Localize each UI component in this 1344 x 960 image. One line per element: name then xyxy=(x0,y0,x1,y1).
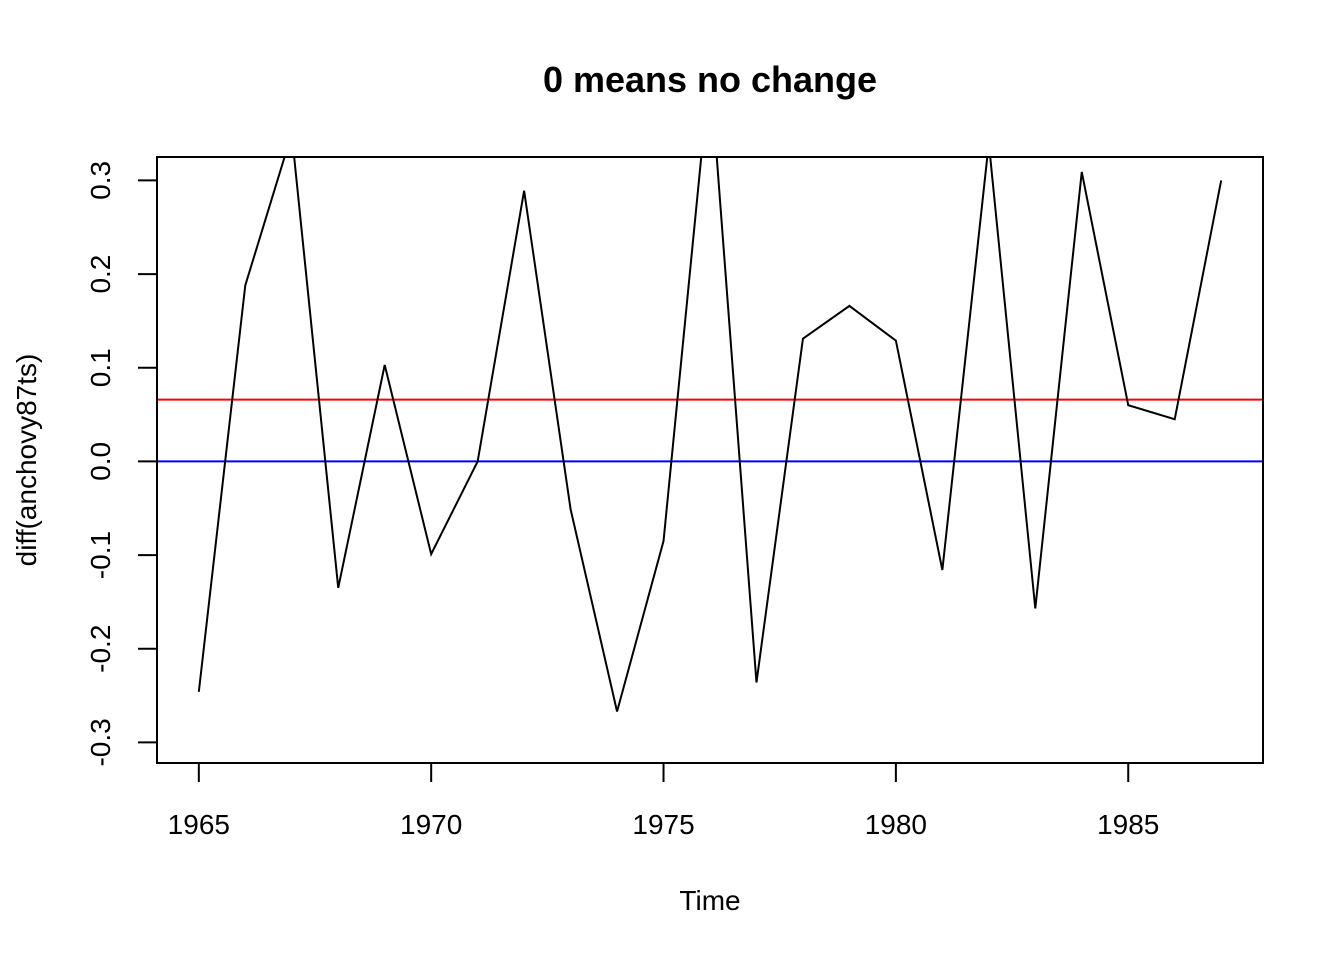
chart-title: 0 means no change xyxy=(543,59,877,100)
y-tick-label: -0.3 xyxy=(85,718,116,766)
x-axis-label: Time xyxy=(679,885,740,916)
y-axis-label: diff(anchovy87ts) xyxy=(11,354,42,567)
y-tick-label: 0.3 xyxy=(85,161,116,200)
x-tick-label: 1970 xyxy=(400,809,462,840)
y-tick-label: 0.0 xyxy=(85,442,116,481)
y-axis: -0.3 -0.2 -0.1 0.0 0.1 0.2 0.3 xyxy=(85,161,158,767)
y-tick-label: 0.2 xyxy=(85,255,116,294)
series-line xyxy=(197,157,1223,712)
x-axis: 1965 1970 1975 1980 1985 xyxy=(168,762,1159,840)
series-layer xyxy=(197,157,1223,712)
x-tick-label: 1980 xyxy=(865,809,927,840)
x-tick-label: 1965 xyxy=(168,809,230,840)
y-tick-label: 0.1 xyxy=(85,348,116,387)
y-tick-label: -0.2 xyxy=(85,625,116,673)
reference-lines xyxy=(157,398,1263,463)
x-tick-label: 1975 xyxy=(632,809,694,840)
y-tick-label: -0.1 xyxy=(85,531,116,579)
x-tick-label: 1985 xyxy=(1097,809,1159,840)
